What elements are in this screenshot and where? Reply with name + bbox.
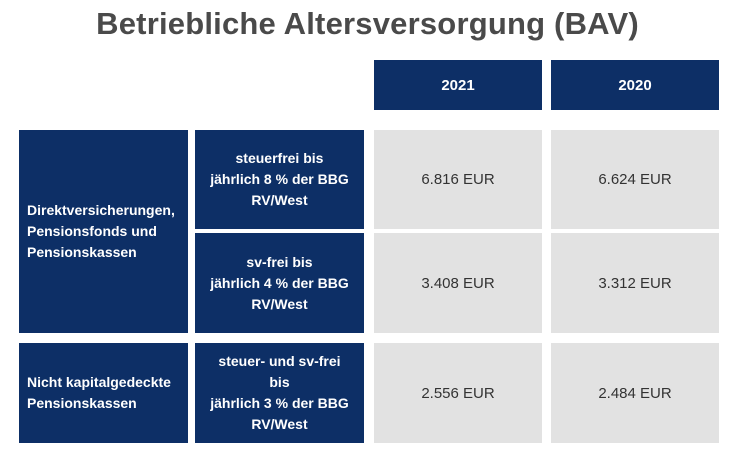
value-cell-2021: 3.408 EUR: [374, 233, 542, 333]
condition-line: RV/West: [251, 295, 308, 312]
group-label-nicht-kapitalgedeckte: Nicht kapitalgedeckte Pensionskassen: [19, 343, 188, 443]
condition-line: jährlich 4 % der BBG: [210, 274, 349, 291]
column-header-2020: 2020: [551, 60, 719, 110]
group-label-line: Pensionskassen: [27, 244, 137, 260]
condition-line: jährlich 8 % der BBG: [210, 171, 349, 187]
value-cell-2021: 6.816 EUR: [374, 130, 542, 229]
group-label-direktversicherungen: Direktversicherungen, Pensionsfonds und …: [19, 130, 188, 333]
value-cell-2021: 2.556 EUR: [374, 343, 542, 443]
condition-cell: steuerfrei bis jährlich 8 % der BBG RV/W…: [195, 130, 364, 229]
group-label-line: Direktversicherungen,: [27, 202, 175, 218]
group-label-line: Pensionskassen: [27, 395, 137, 411]
column-header-2021: 2021: [374, 60, 542, 110]
value-cell-2020: 6.624 EUR: [551, 130, 719, 229]
group-label-line: Nicht kapitalgedeckte: [27, 374, 171, 390]
condition-line: steuer- und sv-frei: [218, 353, 341, 369]
page-title: Betriebliche Altersversorgung (BAV): [96, 6, 639, 41]
condition-line: RV/West: [251, 416, 308, 432]
condition-cell: sv-frei bis jährlich 4 % der BBG RV/West: [195, 233, 364, 333]
value-cell-2020: 2.484 EUR: [551, 343, 719, 443]
condition-line: jährlich 3 % der BBG: [210, 395, 349, 411]
condition-line: RV/West: [251, 192, 308, 208]
condition-line: sv-frei bis: [246, 253, 313, 270]
condition-line: steuerfrei bis: [235, 150, 324, 166]
group-label-line: Pensionsfonds und: [27, 223, 157, 239]
condition-line: bis: [269, 374, 290, 390]
condition-cell: steuer- und sv-frei bis jährlich 3 % der…: [195, 343, 364, 443]
value-cell-2020: 3.312 EUR: [551, 233, 719, 333]
